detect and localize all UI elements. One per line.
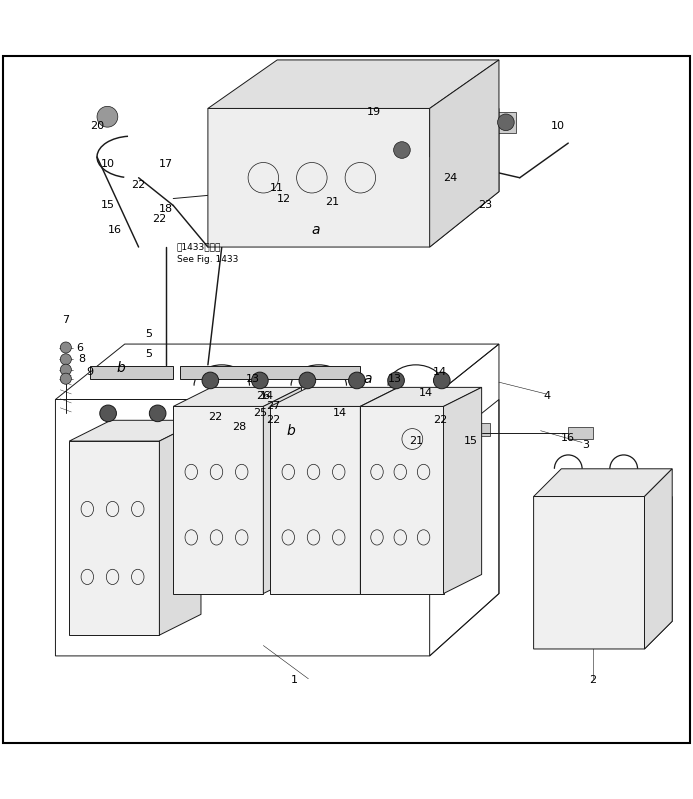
Text: 15: 15 xyxy=(100,201,114,210)
Text: 7: 7 xyxy=(62,315,69,325)
Circle shape xyxy=(202,372,219,389)
Polygon shape xyxy=(208,60,499,109)
Text: 22: 22 xyxy=(267,415,281,425)
Text: 16: 16 xyxy=(107,225,121,235)
Polygon shape xyxy=(360,388,482,407)
Bar xyxy=(90,366,173,379)
Text: 12: 12 xyxy=(277,193,291,204)
Text: b: b xyxy=(117,361,125,376)
Text: 14: 14 xyxy=(333,408,346,419)
Circle shape xyxy=(100,405,116,422)
Circle shape xyxy=(60,342,71,353)
Text: 8: 8 xyxy=(78,354,85,364)
Polygon shape xyxy=(270,388,398,407)
Polygon shape xyxy=(69,420,201,441)
Bar xyxy=(180,366,360,379)
Polygon shape xyxy=(430,60,499,247)
Text: 25: 25 xyxy=(253,408,267,419)
Text: 22: 22 xyxy=(208,411,222,422)
Text: 26: 26 xyxy=(256,391,270,401)
Circle shape xyxy=(388,372,405,389)
Text: 1: 1 xyxy=(291,675,298,686)
Circle shape xyxy=(150,405,166,422)
Circle shape xyxy=(60,373,71,384)
Circle shape xyxy=(252,372,268,389)
Text: 6: 6 xyxy=(76,343,83,352)
Text: 5: 5 xyxy=(146,328,152,339)
Text: 21: 21 xyxy=(409,436,423,446)
Polygon shape xyxy=(173,407,263,594)
Text: 27: 27 xyxy=(267,401,281,411)
Text: 14: 14 xyxy=(433,367,447,377)
Polygon shape xyxy=(69,441,159,635)
Text: 18: 18 xyxy=(159,204,173,214)
Polygon shape xyxy=(534,469,672,496)
Text: See Fig. 1433: See Fig. 1433 xyxy=(177,255,238,264)
Bar xyxy=(365,103,376,109)
Polygon shape xyxy=(444,388,482,594)
Polygon shape xyxy=(534,496,672,649)
Polygon shape xyxy=(644,469,672,649)
Circle shape xyxy=(394,141,410,158)
Text: b: b xyxy=(287,423,295,438)
Text: 2: 2 xyxy=(589,675,596,686)
Text: 13: 13 xyxy=(246,374,260,384)
Bar xyxy=(495,112,516,133)
Text: a: a xyxy=(311,223,319,237)
Text: 11: 11 xyxy=(270,183,284,193)
Bar xyxy=(568,427,593,439)
Circle shape xyxy=(60,364,71,376)
Circle shape xyxy=(349,372,365,389)
Circle shape xyxy=(97,106,118,127)
Text: 23: 23 xyxy=(478,201,492,210)
Polygon shape xyxy=(208,109,499,247)
Text: 16: 16 xyxy=(561,432,575,443)
Text: 5: 5 xyxy=(146,349,152,360)
Circle shape xyxy=(498,114,514,130)
Text: 9: 9 xyxy=(87,367,94,377)
Text: 10: 10 xyxy=(100,159,114,169)
Text: 14: 14 xyxy=(419,388,433,398)
Text: 3: 3 xyxy=(582,439,589,450)
Circle shape xyxy=(299,372,315,389)
Circle shape xyxy=(434,372,450,389)
Polygon shape xyxy=(159,420,201,635)
Text: 4: 4 xyxy=(544,391,551,401)
Text: 24: 24 xyxy=(444,173,457,183)
Circle shape xyxy=(60,354,71,365)
Text: 20: 20 xyxy=(90,121,104,131)
Bar xyxy=(468,423,490,435)
Text: 17: 17 xyxy=(159,159,173,169)
Text: 28: 28 xyxy=(232,422,246,432)
Polygon shape xyxy=(173,388,301,407)
Polygon shape xyxy=(263,388,301,594)
Polygon shape xyxy=(360,407,444,594)
Text: 22: 22 xyxy=(132,180,146,189)
Text: 15: 15 xyxy=(464,436,478,446)
Text: 13: 13 xyxy=(388,374,402,384)
Text: 10: 10 xyxy=(551,121,565,131)
Text: 22: 22 xyxy=(433,415,447,425)
Polygon shape xyxy=(270,407,360,594)
Polygon shape xyxy=(360,388,398,594)
Text: 21: 21 xyxy=(326,197,340,207)
Text: 22: 22 xyxy=(152,214,166,225)
Text: 14: 14 xyxy=(260,391,274,401)
Text: a: a xyxy=(363,372,371,386)
Text: 19: 19 xyxy=(367,107,381,117)
Bar xyxy=(392,140,412,161)
Text: 第1433图参照: 第1433图参照 xyxy=(177,243,221,252)
